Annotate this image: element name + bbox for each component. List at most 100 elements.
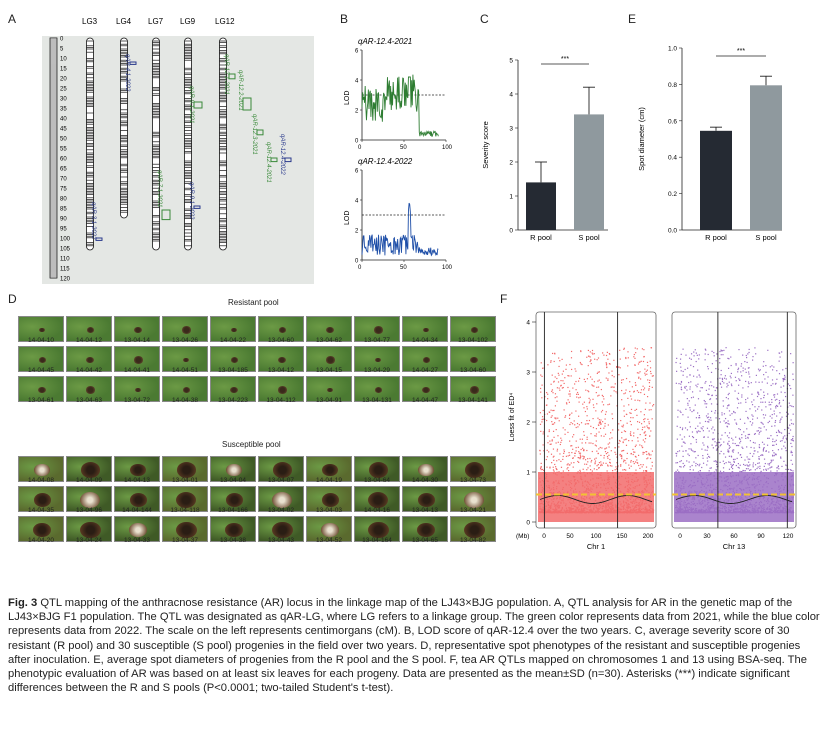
data-point	[579, 361, 581, 364]
data-point	[587, 461, 589, 463]
data-point	[577, 471, 579, 473]
data-point	[710, 467, 712, 469]
data-point	[697, 383, 699, 385]
data-point	[617, 465, 619, 467]
scale-label: 30	[60, 97, 67, 103]
data-point	[763, 426, 765, 428]
leaf-photo	[18, 456, 64, 482]
data-point	[634, 461, 637, 463]
data-point	[762, 423, 764, 425]
data-point	[587, 373, 590, 375]
leaf-photo	[162, 316, 208, 342]
data-point	[637, 440, 639, 442]
data-point	[634, 455, 637, 458]
data-point	[695, 439, 697, 441]
data-point	[604, 447, 606, 450]
data-point	[542, 418, 544, 420]
data-point	[631, 386, 633, 388]
data-point	[651, 418, 653, 420]
data-point	[704, 401, 706, 403]
data-point	[642, 360, 645, 363]
data-point	[611, 418, 614, 420]
data-point	[723, 441, 725, 443]
data-point	[690, 397, 693, 399]
data-point	[540, 462, 542, 465]
data-point	[602, 404, 605, 406]
data-point	[680, 353, 682, 355]
data-point	[773, 394, 775, 396]
data-point	[562, 470, 564, 472]
data-point	[689, 468, 691, 471]
data-point	[548, 429, 550, 431]
bar-y-tick-label: 1.0	[668, 46, 677, 53]
data-point	[680, 466, 682, 468]
data-point	[706, 427, 709, 429]
data-point	[685, 354, 687, 356]
leaf-photo	[66, 456, 112, 482]
data-point	[783, 460, 785, 462]
data-point	[757, 451, 759, 453]
lesion-spot	[135, 387, 141, 393]
data-point	[701, 387, 704, 389]
lesion-spot	[422, 386, 430, 394]
data-point	[650, 454, 652, 456]
data-point	[737, 452, 739, 454]
data-point	[568, 464, 570, 466]
leaf-photo	[306, 316, 352, 342]
data-point	[578, 415, 580, 417]
data-point	[551, 415, 553, 417]
data-point	[773, 455, 775, 457]
data-point	[559, 453, 561, 455]
data-point	[638, 464, 640, 467]
data-point	[696, 354, 698, 356]
lod-x-tick-label: 50	[400, 265, 407, 271]
data-point	[702, 430, 704, 432]
data-point	[630, 431, 632, 433]
data-point	[541, 384, 543, 386]
data-point	[594, 435, 596, 437]
data-point	[546, 391, 548, 394]
data-point	[784, 376, 786, 378]
data-point	[694, 427, 697, 430]
data-point	[624, 392, 627, 394]
data-point	[546, 404, 548, 406]
data-point	[743, 470, 745, 472]
data-point	[754, 406, 756, 408]
data-point	[698, 354, 700, 356]
lod-bottom-title: qAR-12.4-2022	[358, 157, 413, 166]
data-point	[792, 378, 794, 381]
data-point	[553, 436, 555, 438]
data-point	[765, 450, 767, 452]
data-point	[779, 440, 782, 442]
data-point	[637, 399, 639, 401]
data-point	[604, 418, 606, 420]
data-point	[630, 452, 632, 455]
data-point	[771, 401, 773, 403]
bar-y-tick-label: 1	[509, 194, 513, 201]
data-point	[600, 381, 602, 384]
data-point	[792, 373, 794, 375]
data-point	[643, 414, 645, 416]
data-point	[630, 461, 632, 463]
data-point	[628, 404, 630, 406]
data-point	[642, 453, 644, 455]
data-point	[651, 375, 653, 377]
data-point	[741, 396, 743, 398]
data-point	[569, 440, 571, 442]
data-point	[763, 394, 765, 397]
progeny-label: 14-04-19	[315, 477, 343, 484]
data-point	[729, 375, 731, 377]
data-point	[648, 385, 651, 388]
data-point	[733, 460, 735, 463]
data-point	[748, 367, 750, 369]
data-point	[599, 446, 601, 449]
progeny-label: 13-04-64	[363, 477, 391, 484]
data-point	[766, 437, 769, 439]
data-point	[644, 426, 646, 428]
data-point	[637, 437, 639, 439]
data-point	[577, 446, 579, 448]
data-point	[763, 447, 765, 449]
data-point	[643, 355, 645, 358]
data-point	[748, 433, 751, 436]
data-point	[758, 431, 761, 433]
